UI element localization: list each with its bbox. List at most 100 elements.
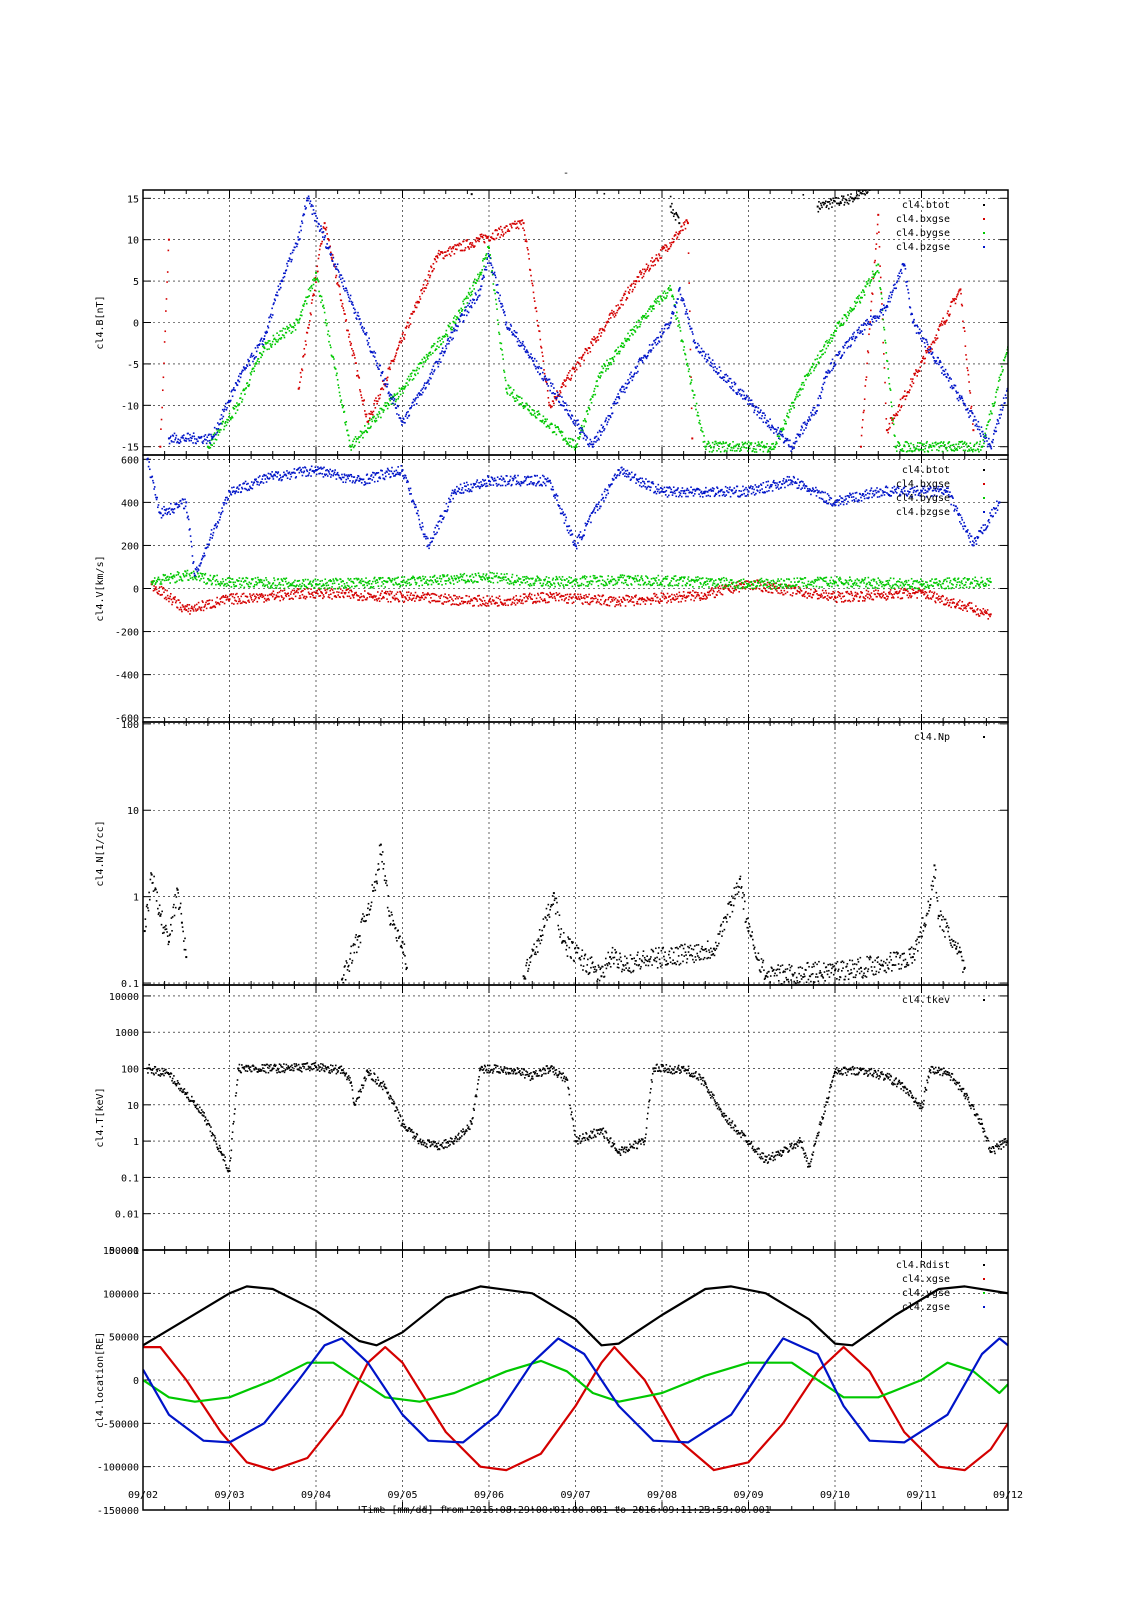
data-point <box>461 313 463 315</box>
data-point <box>944 368 947 371</box>
data-point <box>443 351 445 353</box>
data-point <box>525 595 527 598</box>
data-point <box>236 592 238 595</box>
data-point <box>221 417 223 420</box>
data-point <box>698 352 701 354</box>
data-point <box>525 238 527 241</box>
data-point <box>364 410 366 412</box>
data-point <box>533 363 535 366</box>
data-point <box>863 322 865 325</box>
data-point <box>187 432 189 435</box>
data-point <box>674 315 677 317</box>
data-point <box>824 202 826 205</box>
data-point <box>831 369 833 372</box>
data-point <box>448 325 451 328</box>
data-point <box>640 599 643 601</box>
data-point <box>590 600 593 603</box>
data-point <box>692 333 694 335</box>
data-point <box>754 442 757 445</box>
data-point <box>843 351 846 354</box>
data-point <box>770 448 773 451</box>
data-point <box>470 306 473 309</box>
data-point <box>904 398 907 401</box>
data-point <box>458 318 461 321</box>
data-point <box>483 241 486 244</box>
data-point <box>861 330 863 332</box>
data-point <box>643 599 646 601</box>
data-point <box>478 274 481 276</box>
data-point <box>420 389 422 392</box>
data-point <box>661 600 663 602</box>
data-point <box>675 231 678 234</box>
y-tick-label: 200 <box>121 541 139 552</box>
data-point <box>275 340 278 343</box>
data-point <box>840 597 842 600</box>
data-point <box>657 336 660 339</box>
data-point <box>356 314 359 317</box>
data-point <box>461 597 464 599</box>
data-point <box>938 363 940 366</box>
data-point <box>787 416 790 419</box>
data-point <box>792 442 795 444</box>
data-point <box>465 314 468 317</box>
data-point <box>576 443 579 445</box>
data-point <box>719 591 721 594</box>
data-point <box>594 393 597 396</box>
data-point <box>448 253 451 256</box>
data-point <box>737 447 739 450</box>
data-point <box>522 407 525 410</box>
data-point <box>842 347 845 349</box>
data-point <box>740 446 743 448</box>
data-point <box>743 397 746 400</box>
data-point <box>726 447 729 450</box>
data-point <box>871 293 874 295</box>
data-point <box>687 322 690 325</box>
data-point <box>799 588 802 591</box>
data-point <box>797 433 799 436</box>
data-point <box>484 268 487 271</box>
data-point <box>746 442 749 445</box>
data-point <box>865 319 867 322</box>
data-point <box>701 430 704 433</box>
data-point <box>564 598 566 600</box>
data-point <box>595 341 597 343</box>
data-point <box>1001 365 1003 368</box>
data-point <box>587 406 590 409</box>
data-point <box>527 597 529 600</box>
data-point <box>920 337 922 340</box>
data-point <box>936 337 939 339</box>
data-point <box>356 594 359 597</box>
data-point <box>984 432 986 435</box>
data-point <box>747 403 749 405</box>
data-point <box>642 275 645 278</box>
data-point <box>816 358 818 360</box>
data-point <box>859 330 862 332</box>
data-point <box>164 330 167 333</box>
data-point <box>874 273 876 275</box>
data-point <box>503 369 505 372</box>
data-point <box>237 375 240 378</box>
data-point <box>677 320 680 322</box>
data-point <box>420 362 423 365</box>
data-point <box>320 227 323 230</box>
data-point <box>247 358 249 361</box>
data-point <box>743 446 745 449</box>
data-point <box>677 298 679 300</box>
data-point <box>479 603 482 606</box>
data-point <box>641 276 644 279</box>
data-point <box>422 365 424 368</box>
data-point <box>685 358 687 361</box>
data-point <box>531 598 534 600</box>
data-point <box>477 605 480 607</box>
data-point <box>682 298 684 300</box>
data-point <box>748 444 750 447</box>
data-point <box>268 348 270 350</box>
data-point <box>187 607 190 610</box>
data-point <box>722 442 725 445</box>
data-point <box>672 313 674 315</box>
data-point <box>257 346 259 349</box>
data-point <box>929 350 932 353</box>
data-point <box>331 589 334 591</box>
data-point <box>661 327 663 330</box>
data-point <box>831 593 834 595</box>
